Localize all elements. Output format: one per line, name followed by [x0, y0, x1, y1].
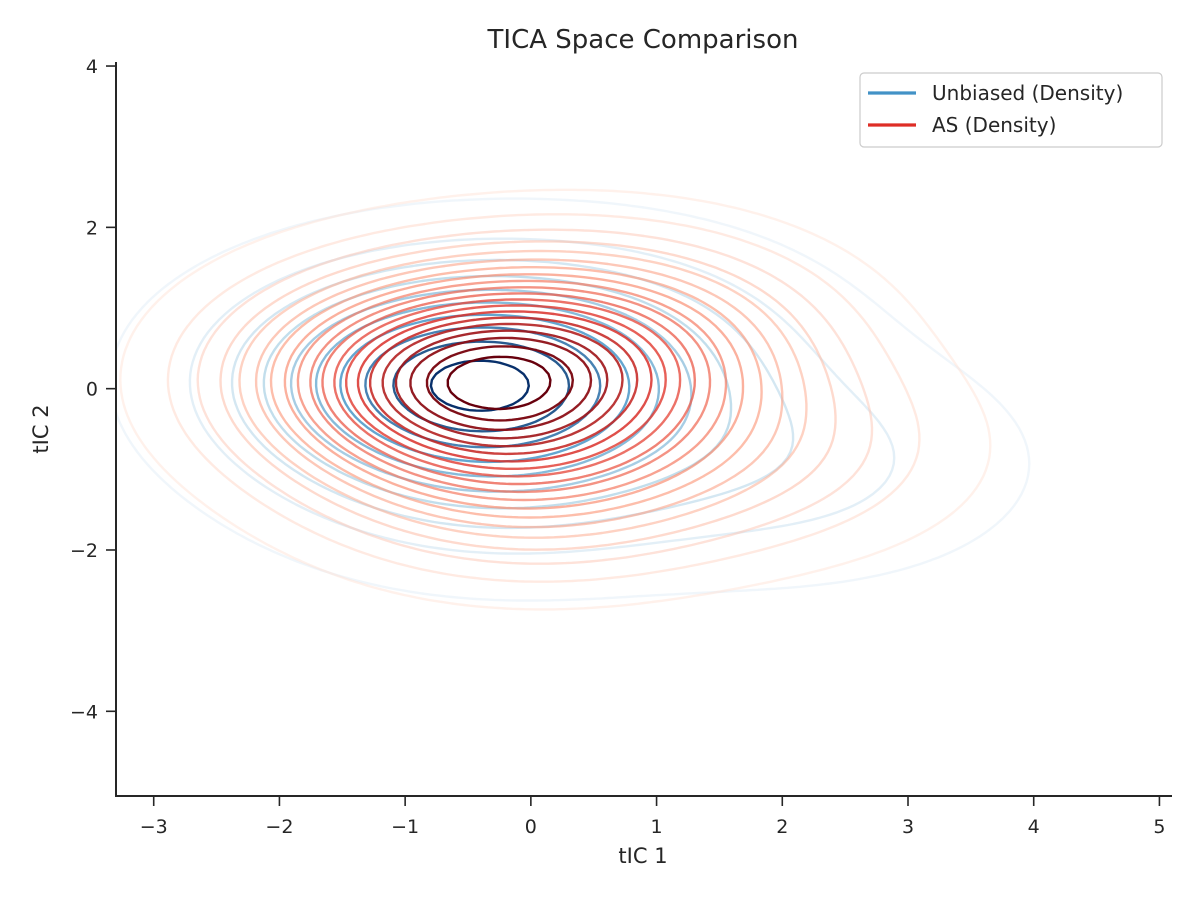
legend-label-unbiased: Unbiased (Density) [932, 81, 1123, 105]
as-contour-level-18 [409, 336, 593, 431]
y-tick-label: 4 [86, 56, 98, 78]
as-contour-level-16 [381, 322, 624, 448]
as-contour-level-14 [356, 310, 653, 463]
unbiased-contour-level-2 [188, 237, 896, 555]
as-contour-level-8 [283, 273, 745, 510]
as-contour-level-3 [196, 228, 874, 565]
y-axis-label: tIC 2 [29, 404, 53, 453]
x-tick-label: 1 [651, 816, 663, 838]
y-tick-label: −4 [70, 701, 98, 723]
legend: Unbiased (Density) AS (Density) [859, 72, 1163, 148]
x-tick-label: 5 [1153, 816, 1165, 838]
as-contour-level-19 [425, 345, 574, 422]
x-tick-label: 3 [902, 816, 914, 838]
x-tick-label: 4 [1028, 816, 1040, 838]
as-contour-level-2 [166, 213, 921, 583]
as-contour-level-7 [269, 266, 763, 519]
y-tick-label: 0 [86, 379, 98, 401]
contours-unbiased [114, 197, 1031, 602]
x-axis-label: tIC 1 [618, 844, 667, 868]
legend-box [859, 72, 1163, 148]
y-tick-label: −2 [70, 540, 98, 562]
as-contour-level-1 [119, 188, 992, 611]
chart-title: TICA Space Comparison [487, 25, 799, 55]
x-tick-label: 0 [525, 816, 537, 838]
as-contour-level-4 [219, 240, 837, 551]
contours-as [119, 188, 992, 611]
as-contour-level-20 [446, 355, 552, 411]
unbiased-contour-level-10 [429, 359, 530, 412]
x-ticks: −3 −2 −1 0 1 2 3 4 5 [140, 796, 1165, 838]
as-contour-level-12 [333, 298, 682, 478]
as-contour-level-5 [238, 249, 808, 539]
unbiased-contour-level-1 [114, 197, 1031, 602]
y-tick-label: 2 [86, 217, 98, 239]
x-tick-label: 2 [776, 816, 788, 838]
as-contour-level-6 [254, 258, 784, 529]
as-contour-level-15 [369, 316, 639, 456]
as-contour-level-17 [394, 329, 609, 440]
x-tick-label: −1 [391, 816, 419, 838]
x-tick-label: −2 [265, 816, 293, 838]
as-contour-level-9 [296, 279, 728, 502]
y-ticks: −4 −2 0 2 4 [70, 56, 116, 723]
as-contour-level-13 [345, 304, 667, 470]
x-tick-label: −3 [140, 816, 168, 838]
as-contour-level-11 [321, 292, 696, 486]
as-contour-level-10 [309, 286, 712, 494]
legend-label-as: AS (Density) [932, 113, 1056, 137]
